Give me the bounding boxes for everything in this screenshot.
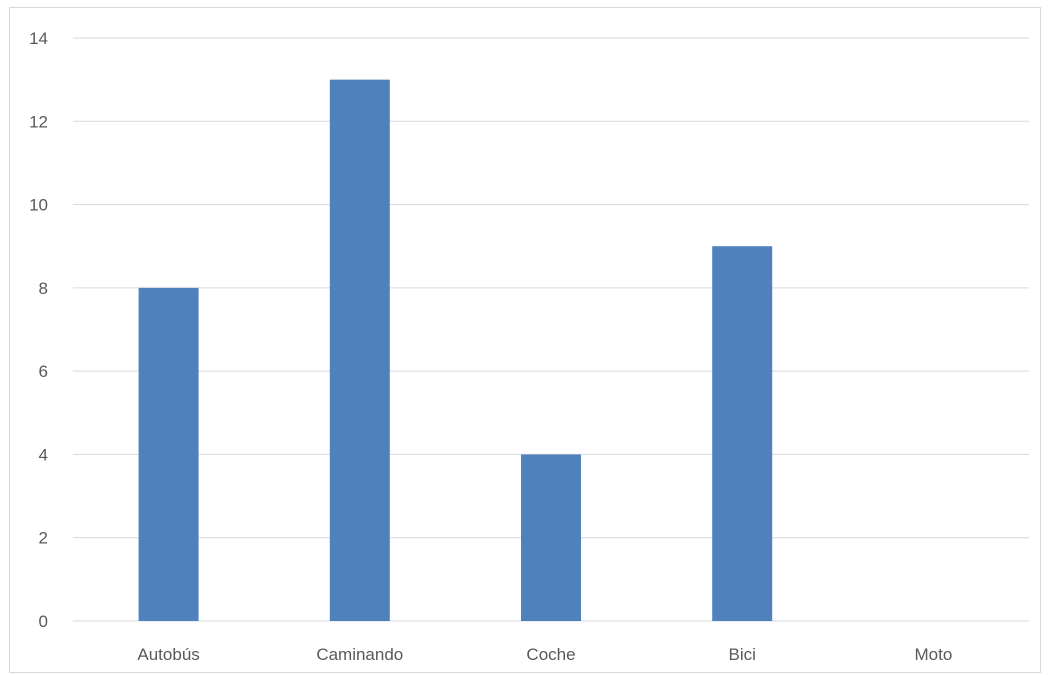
bar-autobús <box>138 287 199 621</box>
x-axis-tick-labels: Autobús Caminando Coche Bici Moto <box>137 645 952 664</box>
y-tick-label: 6 <box>39 362 48 381</box>
bar-bici <box>712 246 773 621</box>
y-tick-label: 2 <box>39 529 48 548</box>
y-tick-label: 12 <box>29 112 48 131</box>
x-tick-label: Bici <box>728 645 755 664</box>
y-tick-label: 14 <box>29 29 48 48</box>
x-tick-label: Autobús <box>137 645 199 664</box>
bar-caminando <box>329 79 390 621</box>
y-tick-label: 4 <box>39 445 48 464</box>
bars <box>138 79 773 621</box>
x-tick-label: Coche <box>526 645 575 664</box>
x-tick-label: Moto <box>915 645 953 664</box>
x-tick-label: Caminando <box>316 645 403 664</box>
y-axis-tick-labels: 0 2 4 6 8 10 12 14 <box>29 29 48 631</box>
gridlines <box>73 37 1029 622</box>
bar-coche <box>521 454 581 621</box>
y-tick-label: 0 <box>39 612 48 631</box>
y-tick-label: 10 <box>29 196 48 215</box>
y-tick-label: 8 <box>39 279 48 298</box>
